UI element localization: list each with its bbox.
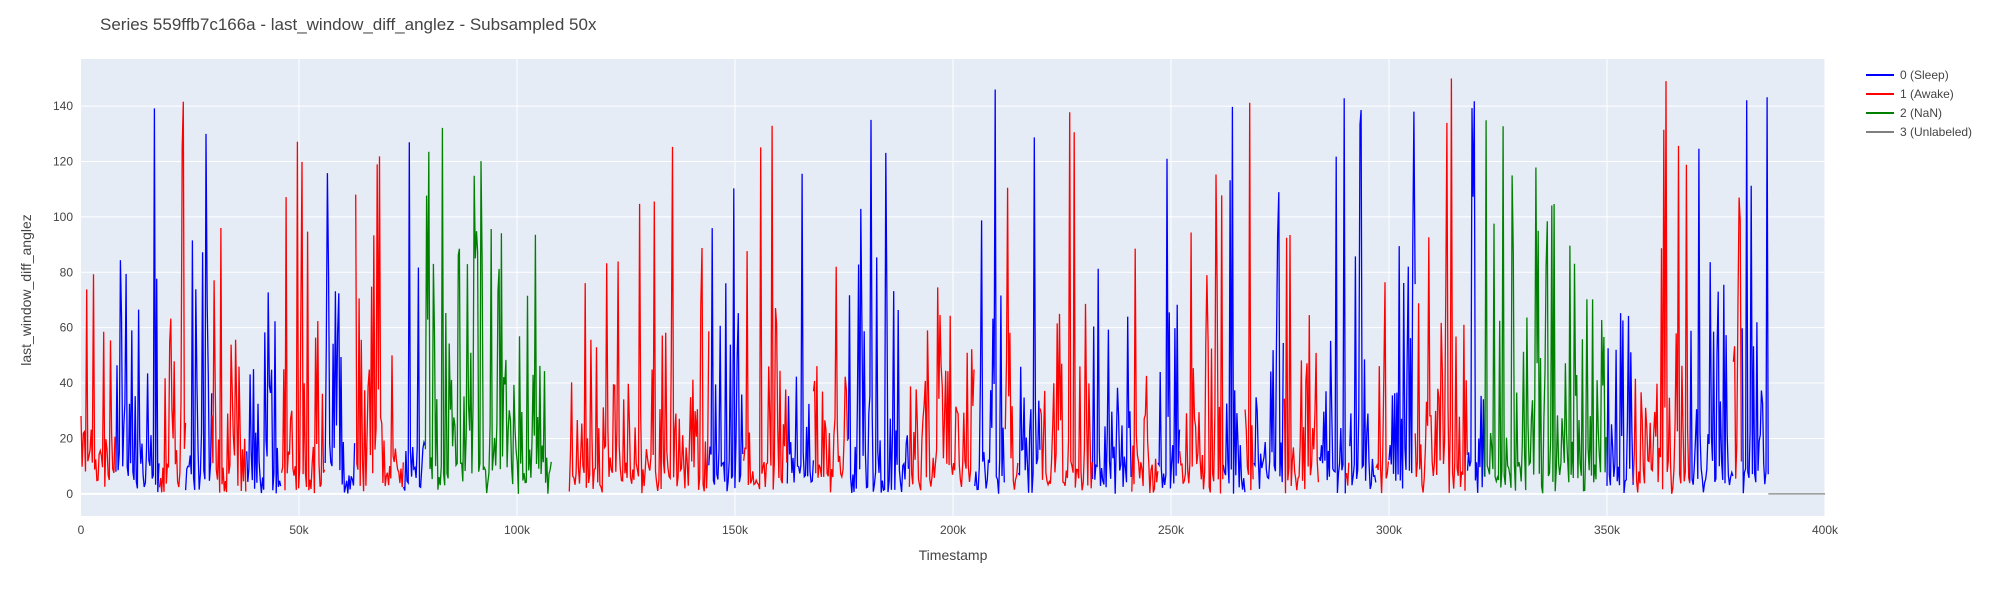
- legend-label: 3 (Unlabeled): [1900, 125, 1972, 139]
- legend-label: 0 (Sleep): [1900, 68, 1949, 82]
- series-line-segment: [847, 119, 910, 493]
- chart-title: Series 559ffb7c166a - last_window_diff_a…: [100, 15, 597, 34]
- legend-label: 1 (Awake): [1900, 87, 1954, 101]
- legend-item[interactable]: 3 (Unlabeled): [1866, 125, 1972, 139]
- x-tick-label: 250k: [1158, 523, 1185, 537]
- data-layer: [80, 78, 1825, 495]
- x-axis-title: Timestamp: [919, 547, 988, 563]
- series-line-segment: [1244, 102, 1254, 491]
- y-tick-label: 120: [53, 154, 73, 168]
- legend[interactable]: 0 (Sleep) 1 (Awake) 2 (NaN) 3 (Unlabeled): [1866, 68, 1972, 139]
- series-line-segment: [246, 292, 282, 494]
- series-line-segment: [158, 101, 187, 493]
- series-line-segment: [1004, 187, 1019, 490]
- series-line-segment: [1017, 137, 1041, 493]
- series-line-segment: [424, 127, 552, 494]
- legend-item[interactable]: 1 (Awake): [1866, 87, 1954, 101]
- legend-label: 2 (NaN): [1900, 106, 1942, 120]
- series-line-segment: [1388, 111, 1416, 489]
- y-tick-label: 100: [53, 210, 73, 224]
- series-line-segment: [211, 227, 247, 493]
- series-line-segment: [184, 133, 213, 491]
- y-tick-label: 80: [60, 265, 74, 279]
- series-2: [424, 120, 1607, 494]
- series-line-segment: [1632, 81, 1691, 494]
- series-line-segment: [786, 173, 815, 484]
- y-tick-label: 20: [60, 431, 74, 445]
- series-line-segment: [1283, 234, 1320, 494]
- y-tick-label: 40: [60, 376, 74, 390]
- series-line-segment: [974, 89, 1005, 494]
- series-line-segment: [1344, 462, 1350, 486]
- series-line-segment: [1179, 174, 1224, 494]
- series-line-segment: [568, 146, 710, 494]
- series-1: [80, 78, 1743, 494]
- series-line-segment: [1222, 106, 1246, 494]
- series-line-segment: [1091, 268, 1132, 494]
- y-axis-title: last_window_diff_anglez: [18, 214, 34, 366]
- y-tick-label: 60: [60, 321, 74, 335]
- axis-layer: 0 50k 100k 150k 200k 250k 300k 350k 400k 0 20 40 60 8…: [53, 99, 1839, 537]
- series-line-segment: [1375, 282, 1390, 494]
- series-line-segment: [1606, 313, 1634, 494]
- x-tick-label: 0: [78, 523, 85, 537]
- series-line-segment: [280, 141, 326, 494]
- series-line-segment: [80, 274, 116, 487]
- x-tick-label: 150k: [722, 523, 749, 537]
- x-tick-label: 50k: [289, 523, 309, 537]
- series-line-segment: [1157, 158, 1181, 489]
- x-tick-label: 400k: [1812, 523, 1839, 537]
- x-tick-label: 300k: [1376, 523, 1403, 537]
- series-line-segment: [324, 173, 356, 494]
- series-line-segment: [355, 156, 404, 492]
- series-line-segment: [1253, 192, 1284, 489]
- y-tick-label: 140: [53, 99, 73, 113]
- series-line-segment: [812, 266, 849, 493]
- series-line-segment: [1741, 97, 1769, 494]
- legend-item[interactable]: 0 (Sleep): [1866, 68, 1949, 82]
- legend-item[interactable]: 2 (NaN): [1866, 106, 1942, 120]
- series-line-segment: [115, 108, 160, 493]
- series-line-segment: [1131, 248, 1159, 494]
- series-line-segment: [1318, 98, 1346, 494]
- series-0: [115, 89, 1769, 494]
- x-tick-label: 100k: [504, 523, 531, 537]
- series-line-segment: [908, 287, 975, 491]
- series-line-segment: [402, 142, 426, 491]
- series-line-segment: [1484, 120, 1607, 494]
- series-line-segment: [1689, 148, 1734, 493]
- series-line-segment: [1466, 101, 1486, 493]
- series-line-segment: [708, 188, 744, 492]
- series-line-segment: [1732, 197, 1743, 479]
- y-tick-label: 0: [66, 487, 73, 501]
- series-line-segment: [1349, 109, 1377, 490]
- series-line-segment: [1414, 78, 1468, 493]
- x-tick-label: 200k: [940, 523, 967, 537]
- series-line-segment: [743, 125, 788, 490]
- series-line-segment: [1039, 112, 1093, 491]
- x-tick-label: 350k: [1594, 523, 1621, 537]
